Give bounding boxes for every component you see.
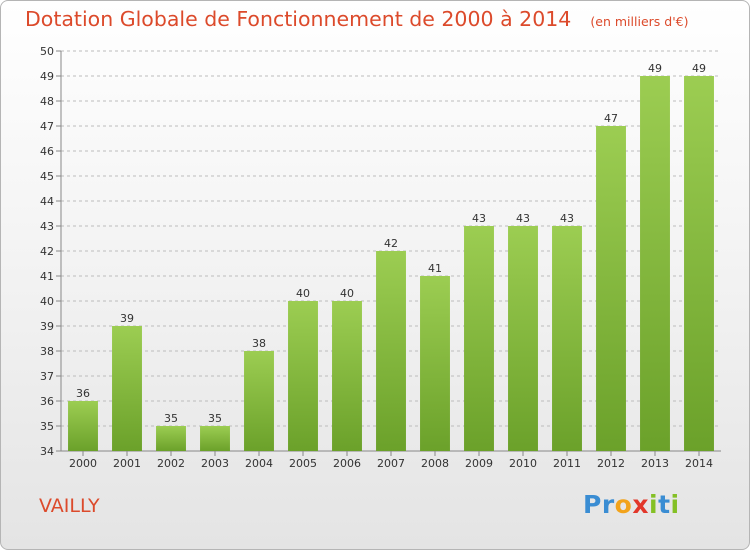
data-label: 41 <box>428 262 442 275</box>
data-label: 49 <box>692 62 706 75</box>
data-label: 35 <box>164 412 178 425</box>
data-label: 42 <box>384 237 398 250</box>
y-tick-label: 47 <box>40 120 54 133</box>
data-label: 43 <box>516 212 530 225</box>
x-tick-label: 2006 <box>333 457 361 470</box>
logo-letter: i <box>670 490 680 519</box>
data-label: 43 <box>560 212 574 225</box>
x-tick-label: 2008 <box>421 457 449 470</box>
bar <box>464 226 494 451</box>
x-tick-label: 2004 <box>245 457 273 470</box>
commune-name: VAILLY <box>39 495 100 517</box>
y-tick-label: 46 <box>40 145 54 158</box>
x-tick-label: 2007 <box>377 457 405 470</box>
y-tick-label: 36 <box>40 395 54 408</box>
bar <box>244 351 274 451</box>
bar <box>640 76 670 451</box>
y-tick-label: 41 <box>40 270 54 283</box>
x-tick-label: 2014 <box>685 457 713 470</box>
x-tick-label: 2012 <box>597 457 625 470</box>
y-tick-label: 40 <box>40 295 54 308</box>
bar <box>596 126 626 451</box>
logo-letter: t <box>658 490 671 519</box>
data-label: 36 <box>76 387 90 400</box>
x-tick-label: 2013 <box>641 457 669 470</box>
x-tick-label: 2010 <box>509 457 537 470</box>
data-label: 40 <box>340 287 354 300</box>
data-label: 40 <box>296 287 310 300</box>
x-tick-label: 2009 <box>465 457 493 470</box>
y-tick-label: 34 <box>40 445 54 458</box>
chart-title: Dotation Globale de Fonctionnement de 20… <box>25 7 572 31</box>
bar <box>112 326 142 451</box>
bar <box>200 426 230 451</box>
logo-letter: r <box>601 490 615 519</box>
y-tick-label: 35 <box>40 420 54 433</box>
data-label: 47 <box>604 112 618 125</box>
y-tick-label: 50 <box>40 45 54 58</box>
y-tick-label: 38 <box>40 345 54 358</box>
x-tick-label: 2000 <box>69 457 97 470</box>
logo-letter: i <box>649 490 659 519</box>
y-tick-label: 43 <box>40 220 54 233</box>
bar <box>420 276 450 451</box>
data-label: 43 <box>472 212 486 225</box>
bar <box>156 426 186 451</box>
title-line: Dotation Globale de Fonctionnement de 20… <box>25 7 688 31</box>
x-tick-label: 2011 <box>553 457 581 470</box>
bar <box>68 401 98 451</box>
y-tick-label: 45 <box>40 170 54 183</box>
logo-letter: x <box>632 490 649 519</box>
x-tick-label: 2003 <box>201 457 229 470</box>
y-tick-label: 39 <box>40 320 54 333</box>
bar <box>684 76 714 451</box>
x-tick-label: 2001 <box>113 457 141 470</box>
data-label: 49 <box>648 62 662 75</box>
data-label: 35 <box>208 412 222 425</box>
y-tick-label: 48 <box>40 95 54 108</box>
bar <box>552 226 582 451</box>
x-tick-label: 2002 <box>157 457 185 470</box>
data-label: 38 <box>252 337 266 350</box>
y-tick-label: 44 <box>40 195 54 208</box>
bar <box>288 301 318 451</box>
bar <box>332 301 362 451</box>
y-tick-label: 37 <box>40 370 54 383</box>
logo-letter: P <box>583 490 602 519</box>
x-tick-label: 2005 <box>289 457 317 470</box>
bar <box>508 226 538 451</box>
bar <box>376 251 406 451</box>
logo-letter: o <box>614 490 633 519</box>
proxiti-logo: Proxiti <box>583 490 680 519</box>
data-label: 39 <box>120 312 134 325</box>
chart-subtitle: (en milliers d'€) <box>590 14 689 29</box>
y-tick-label: 42 <box>40 245 54 258</box>
y-tick-label: 49 <box>40 70 54 83</box>
